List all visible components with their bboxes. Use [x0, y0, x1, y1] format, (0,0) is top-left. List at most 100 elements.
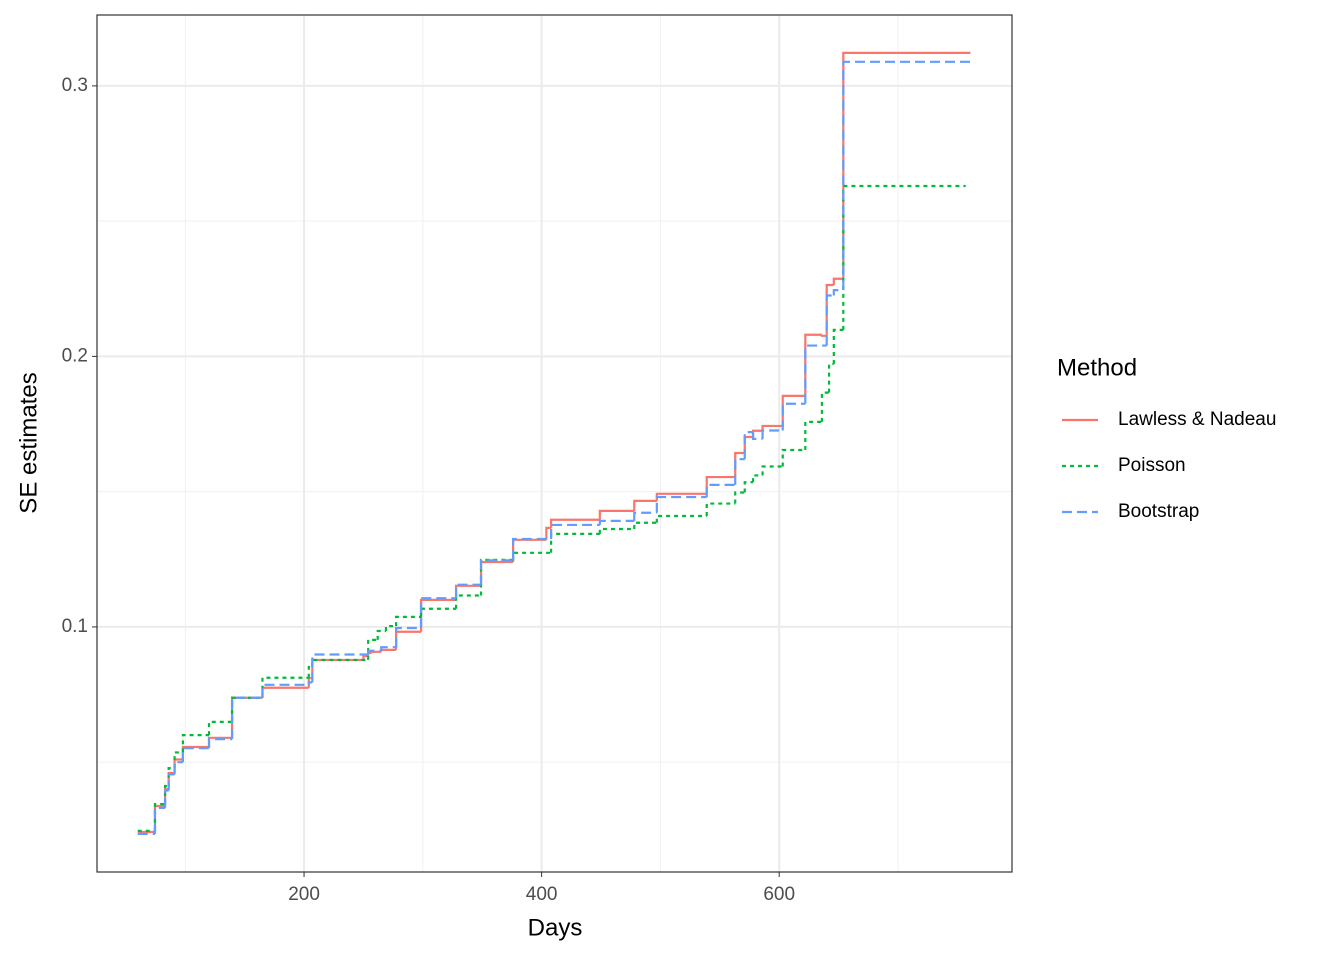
step-segment: [743, 481, 754, 493]
step-segment: [751, 432, 763, 441]
step-segment: [153, 804, 166, 832]
step-segment: [550, 518, 600, 528]
step-segment: [230, 696, 263, 740]
x-tick-label: 400: [526, 884, 558, 905]
step-segment: [173, 761, 183, 775]
step-segment: [163, 789, 169, 808]
legend-label: Poisson: [1118, 455, 1186, 476]
step-segment: [512, 551, 552, 560]
step-segment: [163, 784, 169, 805]
step-segment: [307, 665, 313, 678]
step-segment: [454, 594, 482, 609]
step-segment: [734, 451, 745, 478]
step-segment: [454, 584, 482, 600]
step-segment: [781, 402, 806, 431]
step-segment: [261, 676, 309, 698]
step-segment: [761, 465, 783, 476]
step-segment: [781, 448, 806, 467]
step-segment: [832, 328, 844, 364]
step-segment: [804, 420, 822, 450]
step-segment: [479, 558, 514, 596]
x-axis-title: Days: [528, 914, 583, 941]
step-segment: [832, 289, 844, 296]
step-segment: [761, 424, 783, 431]
step-segment: [230, 696, 263, 738]
step-segment: [655, 514, 707, 523]
step-segment: [395, 626, 422, 648]
step-segment: [479, 560, 514, 586]
step-segment: [454, 583, 482, 599]
step-segment: [153, 803, 166, 831]
step-segment: [307, 681, 313, 685]
step-segment: [311, 653, 369, 683]
y-axis-title: SE estimates: [15, 372, 42, 513]
plot-panel: [97, 15, 1012, 872]
step-segment: [633, 499, 657, 511]
step-segment: [230, 696, 263, 722]
step-segment: [479, 559, 514, 585]
panel-border: [96, 14, 1013, 873]
step-segment: [820, 334, 827, 337]
step-segment: [705, 502, 736, 516]
x-tick-label: 600: [763, 884, 795, 905]
y-tick-label: 0.3: [62, 75, 88, 96]
step-segment: [153, 806, 166, 834]
step-segment: [207, 738, 233, 749]
step-segment: [261, 686, 309, 698]
step-segment: [598, 509, 635, 520]
step-segment: [512, 537, 552, 561]
step-segment: [633, 521, 657, 529]
step-segment: [207, 720, 233, 736]
step-segment: [827, 362, 834, 393]
step-segment: [761, 429, 783, 439]
step-segment: [311, 658, 364, 679]
legend-title: Method: [1057, 354, 1137, 381]
step-segment: [367, 649, 382, 655]
step-segment: [804, 344, 827, 404]
step-segment: [261, 683, 309, 698]
step-segment: [181, 734, 210, 753]
x-tick-label: 200: [288, 884, 320, 905]
step-segment: [842, 51, 971, 279]
step-segment: [655, 495, 707, 513]
step-segment: [181, 747, 210, 763]
step-segment: [743, 431, 754, 460]
step-segment: [384, 624, 397, 631]
step-segment: [751, 429, 763, 438]
step-segment: [598, 519, 635, 525]
step-segment: [781, 394, 806, 426]
step-segment: [419, 607, 457, 617]
step-segment: [395, 615, 422, 627]
legend-label: Lawless & Nadeau: [1118, 409, 1276, 430]
step-segment: [743, 435, 754, 453]
step-segment: [545, 526, 552, 540]
step-segment: [550, 532, 600, 553]
y-tick-label: 0.1: [62, 616, 88, 637]
step-segment: [825, 294, 834, 346]
step-segment: [167, 773, 175, 791]
step-segment: [832, 277, 844, 285]
step-segment: [804, 333, 822, 396]
step-segment: [362, 654, 369, 660]
step-segment: [370, 650, 382, 653]
step-segment: [820, 391, 830, 422]
step-segment: [167, 767, 175, 786]
step-segment: [367, 638, 378, 660]
step-segment: [376, 629, 387, 640]
step-segment: [598, 527, 635, 534]
step-segment: [380, 646, 397, 651]
step-segment: [633, 511, 657, 521]
step-segment: [550, 523, 600, 539]
step-segment: [734, 458, 745, 485]
step-segment: [825, 283, 834, 336]
step-segment: [380, 648, 397, 652]
step-segment: [842, 184, 966, 330]
legend-label: Bootstrap: [1118, 501, 1199, 522]
step-segment: [395, 630, 422, 650]
step-segment: [734, 491, 745, 504]
y-tick-label: 0.2: [62, 345, 88, 366]
step-segment: [419, 597, 457, 628]
step-segment: [655, 492, 707, 501]
